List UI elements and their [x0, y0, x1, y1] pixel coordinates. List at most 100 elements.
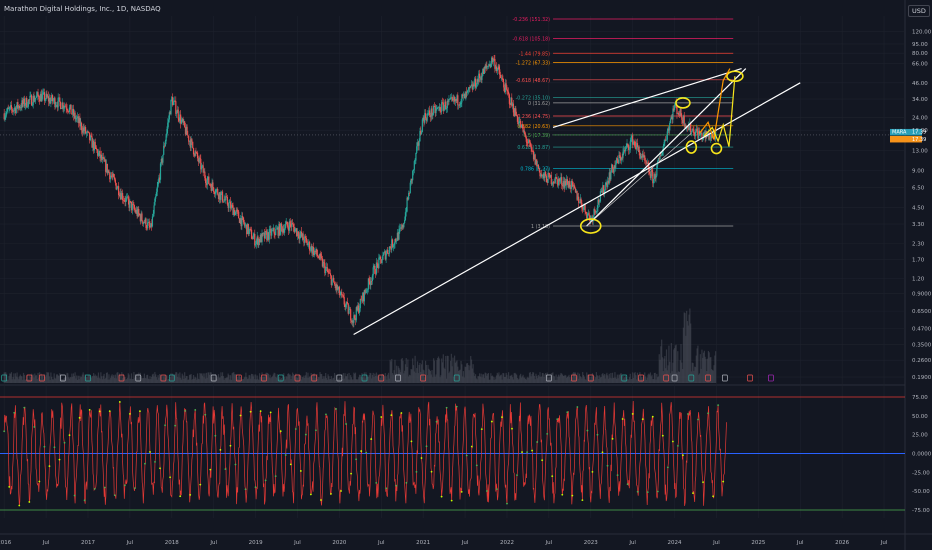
volume-bar [644, 376, 647, 383]
volume-bar [484, 372, 486, 383]
candle [643, 155, 645, 158]
oscillator-dot [164, 424, 166, 427]
oscillator-dot [279, 430, 282, 433]
volume-bar [573, 372, 575, 383]
volume-bar [422, 369, 424, 383]
price-axis[interactable]: 120.0095.0080.0066.0046.0034.0024.0019.0… [890, 29, 932, 381]
volume-bar [640, 375, 642, 383]
oscillator-dot [23, 406, 26, 409]
volume-bar [72, 376, 74, 383]
volume-bar [130, 373, 133, 383]
candle [557, 179, 559, 186]
volume-bar [409, 375, 411, 383]
candle [129, 201, 131, 208]
candle [502, 78, 504, 82]
candle [541, 175, 544, 177]
volume-bar [342, 373, 345, 383]
time-axis[interactable]: 2016Jul2017Jul2018Jul2019Jul2020Jul2021J… [0, 540, 888, 546]
candle [470, 84, 473, 86]
volume-bar [658, 354, 660, 383]
volume-bar [428, 368, 430, 383]
candle [607, 180, 610, 184]
candle [374, 266, 376, 274]
volume-bar [156, 379, 158, 383]
candle [333, 282, 336, 285]
volume-bar [689, 308, 691, 383]
oscillator-dot [591, 470, 594, 473]
earnings-marker [160, 374, 167, 382]
volume-bar [479, 376, 481, 383]
volume-bar [377, 374, 379, 383]
oscillator-dot [144, 462, 146, 465]
volume-bar [496, 372, 498, 383]
candle [143, 222, 145, 223]
volume-bar [579, 376, 581, 383]
volume-bar [56, 374, 58, 383]
volume-bar [666, 370, 668, 383]
volume-bar [382, 373, 384, 383]
candle [232, 205, 234, 216]
candle [625, 146, 627, 149]
volume-bar [537, 374, 539, 383]
volume-bar [451, 366, 453, 383]
volume-bar [636, 372, 639, 383]
time-tick-label: 2023 [584, 540, 598, 546]
volume-bar [386, 379, 388, 383]
currency-badge[interactable]: USD [908, 5, 930, 17]
volume-bar [134, 377, 136, 383]
volume-bar [404, 364, 407, 383]
time-tick-label: Jul [628, 540, 636, 546]
candle [154, 198, 156, 206]
oscillator-dot [395, 484, 398, 487]
candle [495, 66, 497, 69]
candle [303, 239, 305, 243]
candle [96, 148, 98, 151]
volume-bar [482, 374, 484, 383]
candle [514, 108, 516, 117]
volume-bar [609, 377, 611, 383]
candle [405, 211, 407, 213]
candle [507, 91, 510, 95]
candle [135, 209, 137, 213]
volume-bar [309, 376, 311, 383]
oscillator-dot [83, 499, 86, 502]
oscillator-dot [460, 490, 463, 493]
volume-bar [327, 374, 329, 383]
volume-bar [324, 376, 326, 383]
volume-bar [439, 377, 441, 383]
candle [22, 100, 24, 104]
volume-bar [419, 362, 421, 383]
volume-bar [394, 359, 396, 383]
candle [488, 64, 490, 67]
time-tick-label: Jul [545, 540, 553, 546]
candle [706, 135, 709, 137]
candle [376, 262, 378, 264]
candle [150, 223, 152, 228]
fib-label: 0.236 (24.75) [517, 114, 550, 120]
volume-bar [670, 343, 672, 383]
candle [237, 210, 239, 212]
candle [656, 165, 658, 176]
volume-bar [611, 378, 613, 383]
candle [159, 163, 162, 180]
volume-bar [393, 370, 395, 383]
volume-bar [10, 372, 13, 383]
volume-bar [201, 375, 204, 383]
volume-bar [35, 375, 37, 383]
volume-bar [332, 378, 334, 383]
candle [647, 162, 649, 165]
candle [471, 84, 473, 90]
volume-bar [104, 379, 106, 383]
candle [640, 156, 643, 158]
volume-bar [665, 368, 667, 383]
volume-bar [207, 372, 209, 383]
volume-bar [9, 373, 11, 383]
fib-label: 0.382 (20.63) [517, 124, 550, 130]
volume-bar [290, 378, 292, 383]
oscillator-dot [33, 426, 36, 428]
candle [448, 99, 450, 102]
candle [330, 275, 332, 286]
candle [395, 239, 397, 241]
price-tick-label: 2.30 [912, 241, 925, 247]
